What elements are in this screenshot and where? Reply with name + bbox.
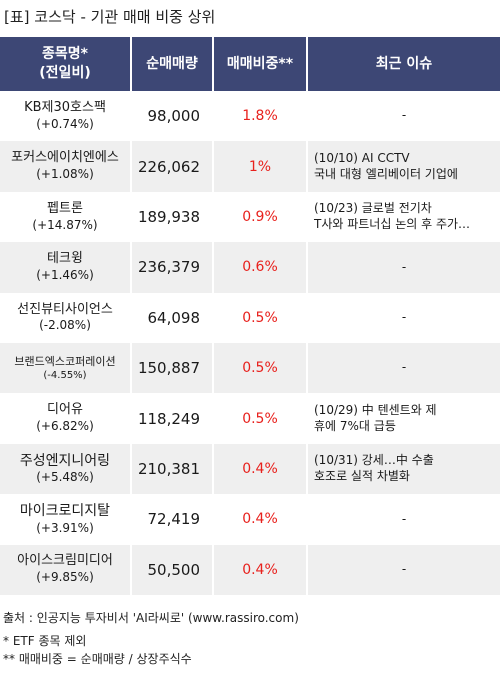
trade-ratio: 0.4% — [214, 544, 308, 595]
recent-issue: - — [308, 545, 500, 595]
table-row: 주성엔지니어링 (+5.48%) 210,381 0.4% (10/31) 강세…中 수… — [0, 443, 500, 495]
stock-name: 테크윙 — [47, 251, 83, 267]
table-row: 포커스에이치엔에스 (+1.08%) 226,062 1% (10/10) AI CCT… — [0, 141, 500, 192]
header-name-line1: 종목명* — [42, 46, 88, 63]
recent-issue: (10/29) 中 텐센트와 제 휴에 7%대 급등 — [308, 393, 500, 443]
issue-line1: - — [401, 259, 407, 274]
net-volume: 226,062 — [132, 141, 214, 192]
issue-line1: - — [401, 309, 407, 324]
stock-name: 펩트론 — [47, 200, 83, 216]
issue-line2: 국내 대형 엘리베이터 기업에 — [314, 166, 458, 181]
net-volume: 150,887 — [132, 342, 214, 394]
recent-issue: - — [308, 494, 500, 544]
stock-name: 포커스에이치엔에스 — [11, 150, 119, 166]
header-ratio: 매매비중** — [214, 37, 308, 91]
table-row: 선진뷰티사이언스 (-2.08%) 64,098 0.5% - — [0, 292, 500, 343]
stock-name-cell: 펩트론 (+14.87%) — [0, 191, 132, 243]
recent-issue: - — [308, 242, 500, 292]
issue-line1: - — [401, 511, 407, 526]
net-volume: 98,000 — [132, 91, 214, 142]
trade-ratio: 0.9% — [214, 191, 308, 243]
net-volume: 189,938 — [132, 191, 214, 243]
issue-line1: - — [401, 360, 407, 375]
table-row: 테크윙 (+1.46%) 236,379 0.6% - — [0, 242, 500, 293]
stock-change: (+1.08%) — [36, 167, 94, 182]
trading-table: 종목명* (전일비) 순매매량 매매비중** 최근 이슈 KB제30호스팩 (+0.… — [0, 37, 500, 595]
stock-name: 아이스크림미디어 — [17, 553, 113, 569]
recent-issue: - — [308, 91, 500, 141]
stock-change: (+3.91%) — [36, 520, 94, 535]
stock-name: 마이크로디지탈 — [19, 503, 111, 520]
issue-line2: 휴에 7%대 급등 — [314, 418, 396, 433]
table-row: 브랜드엑스코퍼레이션 (-4.55%) 150,887 0.5% - — [0, 342, 500, 394]
net-volume: 236,379 — [132, 242, 214, 293]
trade-ratio: 0.6% — [214, 242, 308, 293]
recent-issue: (10/31) 강세…中 수출 호조로 실적 차별화 — [308, 444, 500, 494]
stock-name: 브랜드엑스코퍼레이션 — [14, 354, 116, 368]
issue-line1: - — [401, 561, 407, 576]
issue-line1: (10/23) 글로벌 전기차 — [314, 201, 432, 216]
stock-change: (+9.85%) — [36, 570, 94, 585]
net-volume: 72,419 — [132, 494, 214, 545]
source-note: 출처 : 인공지능 투자비서 'AI라씨로' (www.rassiro.com) — [3, 611, 299, 625]
stock-change: (-4.55%) — [43, 369, 87, 381]
issue-line1: (10/31) 강세…中 수출 — [314, 453, 434, 468]
stock-name-cell: 마이크로디지탈 (+3.91%) — [0, 494, 132, 545]
recent-issue: - — [308, 343, 500, 393]
etf-note: * ETF 종목 제외 — [3, 634, 87, 649]
header-name: 종목명* (전일비) — [0, 37, 132, 91]
stock-name-cell: 아이스크림미디어 (+9.85%) — [0, 544, 132, 595]
stock-change: (+6.82%) — [36, 419, 94, 434]
trade-ratio: 0.5% — [214, 342, 308, 394]
stock-change: (-2.08%) — [39, 318, 91, 333]
table-row: 디어유 (+6.82%) 118,249 0.5% (10/29) 中 텐센트와 제 휴에… — [0, 393, 500, 444]
stock-name-cell: 브랜드엑스코퍼레이션 (-4.55%) — [0, 342, 132, 394]
footer: 출처 : 인공지능 투자비서 'AI라씨로' (www.rassiro.com)… — [3, 610, 299, 668]
table-header: 종목명* (전일비) 순매매량 매매비중** 최근 이슈 — [0, 37, 500, 91]
stock-name-cell: 테크윙 (+1.46%) — [0, 242, 132, 293]
recent-issue: - — [308, 293, 500, 343]
stock-name-cell: 선진뷰티사이언스 (-2.08%) — [0, 292, 132, 343]
trade-ratio: 1% — [214, 141, 308, 192]
stock-name-cell: 주성엔지니어링 (+5.48%) — [0, 443, 132, 495]
stock-name-cell: 디어유 (+6.82%) — [0, 393, 132, 444]
stock-name-cell: KB제30호스팩 (+0.74%) — [0, 91, 132, 142]
trade-ratio: 1.8% — [214, 91, 308, 142]
stock-change: (+5.48%) — [36, 470, 94, 485]
table-row: 아이스크림미디어 (+9.85%) 50,500 0.4% - — [0, 544, 500, 595]
header-issue: 최근 이슈 — [375, 55, 433, 72]
issue-line1: - — [401, 108, 407, 123]
trade-ratio: 0.4% — [214, 494, 308, 545]
recent-issue: (10/23) 글로벌 전기차 T사와 파트너십 논의 후 주가… — [308, 192, 500, 242]
net-volume: 210,381 — [132, 443, 214, 495]
stock-name: 선진뷰티사이언스 — [17, 301, 113, 317]
table-row: 마이크로디지탈 (+3.91%) 72,419 0.4% - — [0, 494, 500, 545]
recent-issue: (10/10) AI CCTV 국내 대형 엘리베이터 기업에 — [308, 141, 500, 191]
trade-ratio: 0.5% — [214, 292, 308, 343]
stock-name: 디어유 — [47, 402, 83, 418]
table-row: KB제30호스팩 (+0.74%) 98,000 1.8% - — [0, 91, 500, 142]
table-title: [표] 코스닥 - 기관 매매 비중 상위 — [4, 8, 216, 26]
ratio-note: ** 매매비중 = 순매매량 / 상장주식수 — [3, 651, 192, 666]
stock-name: KB제30호스팩 — [24, 99, 106, 115]
net-volume: 118,249 — [132, 393, 214, 444]
stock-name: 주성엔지니어링 — [19, 453, 111, 470]
stock-change: (+14.87%) — [32, 217, 98, 232]
header-volume: 순매매량 — [132, 37, 214, 91]
net-volume: 64,098 — [132, 292, 214, 343]
trade-ratio: 0.5% — [214, 393, 308, 444]
issue-line1: (10/10) AI CCTV — [314, 150, 410, 165]
net-volume: 50,500 — [132, 544, 214, 595]
stock-change: (+0.74%) — [36, 116, 94, 131]
issue-line2: T사와 파트너십 논의 후 주가… — [314, 216, 471, 231]
issue-line1: (10/29) 中 텐센트와 제 — [314, 402, 437, 417]
stock-change: (+1.46%) — [36, 268, 94, 283]
stock-name-cell: 포커스에이치엔에스 (+1.08%) — [0, 141, 132, 192]
trade-ratio: 0.4% — [214, 443, 308, 495]
table-row: 펩트론 (+14.87%) 189,938 0.9% (10/23) 글로벌 전기차 T사… — [0, 191, 500, 243]
issue-line2: 호조로 실적 차별화 — [314, 468, 410, 483]
header-name-line2: (전일비) — [39, 65, 91, 81]
table-body: KB제30호스팩 (+0.74%) 98,000 1.8% - 포커스에이치엔에스 (+1.… — [0, 91, 500, 595]
